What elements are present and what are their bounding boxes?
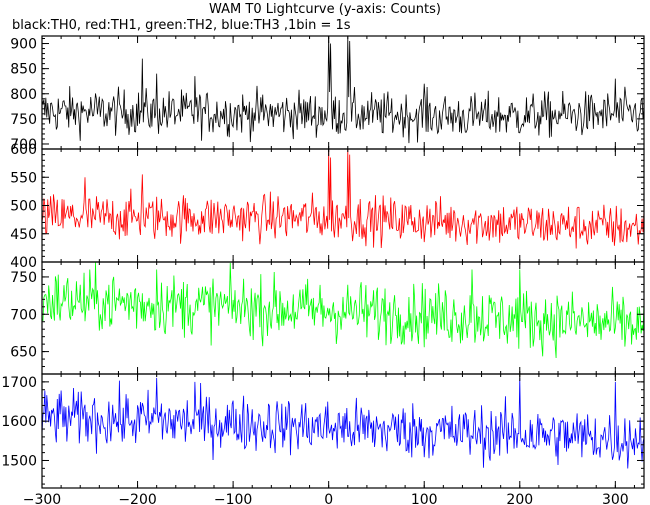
y-tick-label: 400 [10,255,37,271]
x-tick-label: −200 [118,492,156,505]
y-tick-label: 750 [10,112,37,128]
y-tick-label: 1600 [1,414,37,430]
panel-frame-th1 [41,148,645,263]
y-tick-label: 650 [10,345,37,361]
x-tick-label: 0 [324,492,333,505]
x-tick-label: −300 [23,492,61,505]
chart-subtitle: black:TH0, red:TH1, green:TH2, blue:TH3 … [12,18,351,33]
y-tick-label: 800 [10,87,37,103]
y-tick-label: 450 [10,227,37,243]
series-line-th3 [42,377,644,469]
x-tick-label: −100 [214,492,252,505]
y-tick-label: 850 [10,62,37,78]
y-tick-label: 600 [10,142,37,158]
series-line-th0 [42,36,644,144]
y-tick-label: 700 [10,307,37,323]
y-tick-label: 750 [10,270,37,286]
y-tick-label: 500 [10,199,37,215]
y-tick-label: 550 [10,170,37,186]
y-tick-label: 1700 [1,375,37,391]
x-tick-label: 300 [602,492,629,505]
y-tick-label: 700 [10,137,37,153]
chart-title: WAM T0 Lightcurve (y-axis: Counts) [209,2,441,17]
x-tick-label: 100 [411,492,438,505]
series-line-th2 [42,262,644,359]
panel-frame-th0 [41,35,645,150]
y-tick-label: 900 [10,37,37,53]
y-tick-label: 1500 [1,453,37,469]
panel-frame-th3 [41,373,645,489]
series-line-th1 [42,149,644,249]
x-tick-label: 200 [506,492,533,505]
